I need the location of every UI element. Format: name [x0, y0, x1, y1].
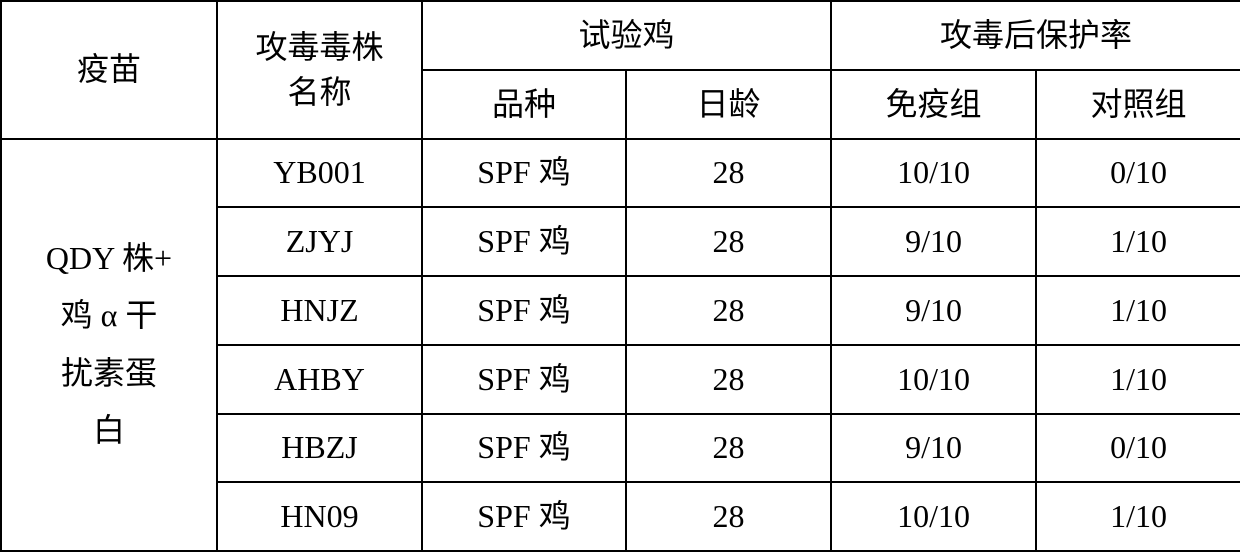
cell-age: 28	[626, 139, 831, 208]
cell-breed: SPF 鸡	[422, 414, 626, 483]
cell-age: 28	[626, 345, 831, 414]
cell-strain: AHBY	[217, 345, 422, 414]
cell-strain: HNJZ	[217, 276, 422, 345]
cell-control: 1/10	[1036, 207, 1240, 276]
cell-age: 28	[626, 276, 831, 345]
cell-control: 1/10	[1036, 276, 1240, 345]
header-immune-group: 免疫组	[831, 70, 1036, 139]
header-control-group: 对照组	[1036, 70, 1240, 139]
cell-immune: 9/10	[831, 276, 1036, 345]
cell-breed: SPF 鸡	[422, 276, 626, 345]
cell-breed: SPF 鸡	[422, 345, 626, 414]
header-day-age: 日龄	[626, 70, 831, 139]
cell-strain: HBZJ	[217, 414, 422, 483]
cell-control: 0/10	[1036, 139, 1240, 208]
header-challenge-strain: 攻毒毒株名称	[217, 1, 422, 139]
cell-age: 28	[626, 207, 831, 276]
header-row-1: 疫苗 攻毒毒株名称 试验鸡 攻毒后保护率	[1, 1, 1240, 70]
cell-immune: 9/10	[831, 207, 1036, 276]
cell-control: 1/10	[1036, 482, 1240, 551]
cell-strain: YB001	[217, 139, 422, 208]
cell-immune: 10/10	[831, 139, 1036, 208]
cell-immune: 9/10	[831, 414, 1036, 483]
cell-breed: SPF 鸡	[422, 207, 626, 276]
cell-vaccine: QDY 株+鸡 α 干扰素蛋白	[1, 139, 217, 552]
cell-strain: HN09	[217, 482, 422, 551]
data-table: 疫苗 攻毒毒株名称 试验鸡 攻毒后保护率 品种 日龄 免疫组 对照组 QDY 株…	[0, 0, 1240, 552]
cell-breed: SPF 鸡	[422, 139, 626, 208]
cell-immune: 10/10	[831, 482, 1036, 551]
header-test-chicken-group: 试验鸡	[422, 1, 831, 70]
cell-age: 28	[626, 414, 831, 483]
cell-immune: 10/10	[831, 345, 1036, 414]
cell-strain: ZJYJ	[217, 207, 422, 276]
header-vaccine: 疫苗	[1, 1, 217, 139]
table-row: QDY 株+鸡 α 干扰素蛋白 YB001 SPF 鸡 28 10/10 0/1…	[1, 139, 1240, 208]
header-protection-rate-group: 攻毒后保护率	[831, 1, 1240, 70]
cell-control: 1/10	[1036, 345, 1240, 414]
cell-breed: SPF 鸡	[422, 482, 626, 551]
cell-control: 0/10	[1036, 414, 1240, 483]
header-breed: 品种	[422, 70, 626, 139]
cell-age: 28	[626, 482, 831, 551]
